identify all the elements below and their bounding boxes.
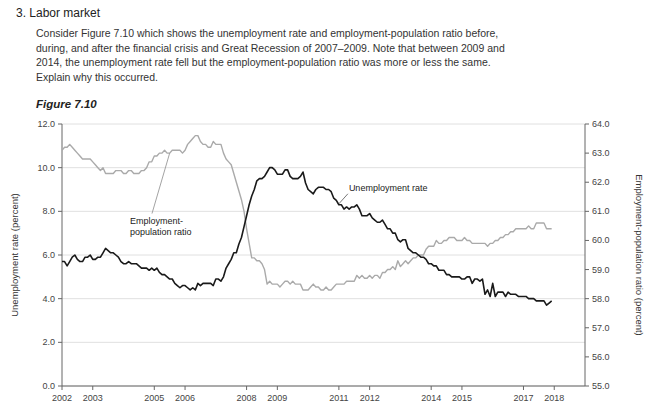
chart: 3. Labor market Consider Figure 7.10 whic… [0,0,655,416]
y2-tick [585,327,589,328]
y-tick [58,124,62,125]
y-tick [58,167,62,168]
y-axis-label: Unemployment rate (percent) [9,193,20,317]
subtitle-line: 2014, the unemployment rate fell but the… [36,56,491,68]
subtitle-line: Explain why this occurred. [36,71,158,83]
y-tick-label: 2.0 [42,337,55,347]
y2-axis-line [585,124,586,386]
x-tick [154,386,155,390]
y-tick [58,298,62,299]
y-tick-label: 8.0 [42,206,55,216]
grid-line [62,298,585,299]
x-tick [554,386,555,390]
y2-tick-label: 56.0 [592,352,610,362]
y2-tick [585,386,589,387]
x-axis-line [62,386,585,387]
y-tick [58,342,62,343]
x-tick-label: 2003 [83,393,103,403]
y-tick-label: 10.0 [37,163,55,173]
y-tick [58,255,62,256]
grid-line [62,342,585,343]
y2-tick-label: 63.0 [592,148,610,158]
x-tick-label: 2017 [513,393,533,403]
y2-tick [585,298,589,299]
y2-tick [585,356,589,357]
grid-line [62,167,585,168]
y-tick-label: 6.0 [42,250,55,260]
grid-line [62,124,585,125]
title: 3. Labor market [16,6,101,20]
annotation-leader [152,153,170,213]
y2-tick-label: 59.0 [592,265,610,275]
y-tick [58,386,62,387]
y2-tick-label: 57.0 [592,323,610,333]
x-tick [461,386,462,390]
caption: Figure 7.10 [36,98,97,110]
annotation: Unemployment rate [349,183,428,193]
y2-axis-label: Employment-population ratio (percent) [634,174,645,336]
y-tick-label: 4.0 [42,294,55,304]
y2-tick-label: 55.0 [592,381,610,391]
y2-tick-label: 64.0 [592,119,610,129]
y2-tick-label: 62.0 [592,177,610,187]
y2-tick [585,182,589,183]
y-tick [58,211,62,212]
axes: 2002 2003 2005 2006 2008 2009 2011 2012 2014 2015… [37,119,609,403]
series-line [62,136,552,290]
subtitle-line: during, and after the financial crisis a… [36,42,505,54]
y2-tick [585,153,589,154]
y2-tick [585,240,589,241]
x-tick-label: 2011 [329,393,348,403]
grid-line [62,386,585,387]
x-tick-label: 2008 [237,393,257,403]
x-tick-label: 2006 [175,393,195,403]
x-tick-label: 2009 [267,393,287,403]
y2-tick [585,269,589,270]
x-tick [369,386,370,390]
annotation-leader [339,194,348,204]
annotation: Employment-population ratio [130,216,192,237]
x-tick-label: 2012 [360,393,380,403]
subtitle: Consider Figure 7.10 which shows the une… [36,27,505,83]
grid [62,124,585,386]
annotation-line: Unemployment rate [349,183,428,193]
grid-line [62,255,585,256]
y-tick-label: 0.0 [42,381,55,391]
x-tick-label: 2014 [421,393,441,403]
y2-tick-label: 60.0 [592,235,610,245]
x-tick [431,386,432,390]
x-tick-label: 2015 [452,393,472,403]
annotation-line: Employment- [130,216,183,226]
annotations: Employment-population ratio Unemployment … [130,153,427,236]
grid-line [62,211,585,212]
x-tick [92,386,93,390]
y-tick-label: 12.0 [37,119,55,129]
series-line [62,168,552,306]
x-tick [62,386,63,390]
x-tick [277,386,278,390]
y2-tick-label: 58.0 [592,294,610,304]
x-tick-label: 2002 [52,393,72,403]
subtitle-line: Consider Figure 7.10 which shows the une… [36,27,498,39]
x-tick [523,386,524,390]
y2-tick-label: 61.0 [592,206,610,216]
series-group [62,136,552,306]
x-tick-label: 2005 [144,393,164,403]
y2-tick [585,124,589,125]
y2-tick [585,211,589,212]
x-tick [185,386,186,390]
x-tick-label: 2018 [544,393,564,403]
annotation-line: population ratio [130,227,192,237]
x-tick [338,386,339,390]
x-tick [246,386,247,390]
